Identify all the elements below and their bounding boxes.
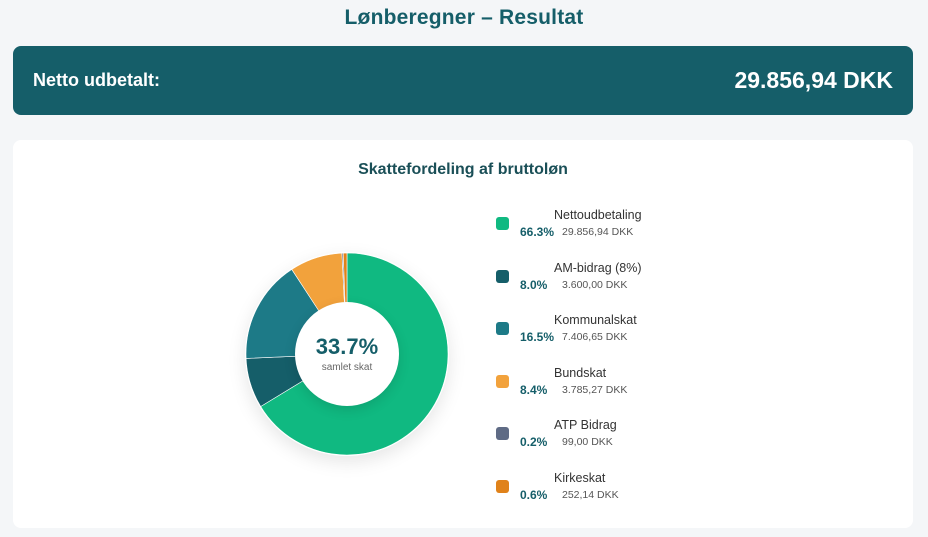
legend-percent: 0.6% xyxy=(520,487,548,502)
legend-amount: 3.785,27 DKK xyxy=(562,383,628,396)
legend-swatch xyxy=(496,427,509,441)
legend-swatch xyxy=(496,217,509,230)
donut-center: 33.7% samlet skat xyxy=(295,302,399,406)
chart-title: Skattefordeling af bruttoløn xyxy=(358,161,568,178)
legend-percent: 66.3% xyxy=(520,225,555,239)
legend-item: Bundskat 8.4% 3.785,27 DKK xyxy=(496,364,696,417)
legend-swatch xyxy=(496,269,509,283)
page-title: Lønberegner – Resultat xyxy=(344,6,584,29)
legend-item: Nettoudbetaling 66.3% 29.856,94 DKK xyxy=(496,206,696,259)
legend-name: Kirkeskat xyxy=(554,470,606,485)
legend-item: Kirkeskat 0.6% 252,14 DKK xyxy=(496,469,696,522)
legend-item: AM-bidrag (8%) 8.0% 3.600,00 DKK xyxy=(496,259,696,312)
legend-name: AM-bidrag (8%) xyxy=(554,260,642,275)
legend-amount: 99,00 DKK xyxy=(562,436,613,449)
legend-item: ATP Bidrag 0.2% 99,00 DKK xyxy=(496,416,696,469)
legend-percent: 8.0% xyxy=(520,277,548,292)
total-tax-label: samlet skat xyxy=(321,362,373,374)
legend-amount: 252,14 DKK xyxy=(562,488,619,501)
legend-name: Bundskat xyxy=(554,365,607,380)
tax-distribution-card: Skattefordeling af bruttoløn 33.7% samle… xyxy=(13,140,913,528)
legend-percent: 8.4% xyxy=(520,382,548,397)
legend-item: Kommunalskat 16.5% 7.406,65 DKK xyxy=(496,311,696,364)
net-pay-banner: Netto udbetalt: 29.856,94 DKK xyxy=(13,46,913,115)
legend-percent: 0.2% xyxy=(520,435,548,450)
net-pay-value: 29.856,94 DKK xyxy=(734,67,893,93)
legend-name: Nettoudbetaling xyxy=(554,208,642,222)
legend-swatch xyxy=(496,479,509,493)
donut-chart: 33.7% samlet skat xyxy=(245,252,449,456)
legend-amount: 3.600,00 DKK xyxy=(562,278,628,291)
legend-swatch xyxy=(496,374,509,388)
legend-amount: 29.856,94 DKK xyxy=(562,226,634,238)
legend-name: Kommunalskat xyxy=(554,313,637,328)
legend-swatch xyxy=(496,322,509,336)
legend-amount: 7.406,65 DKK xyxy=(562,331,628,344)
net-pay-label: Netto udbetalt: xyxy=(33,70,160,90)
chart-legend: Nettoudbetaling 66.3% 29.856,94 DKK AM-bidr… xyxy=(496,206,696,522)
legend-name: ATP Bidrag xyxy=(554,418,617,433)
legend-percent: 16.5% xyxy=(520,330,555,345)
total-tax-percent: 33.7% xyxy=(315,333,379,359)
